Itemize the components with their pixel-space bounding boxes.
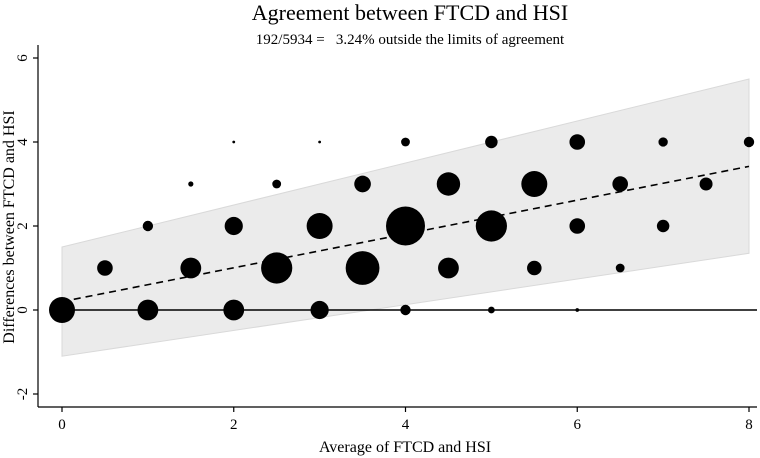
data-point [310,300,329,320]
data-point [658,137,668,147]
y-tick-label: 0 [15,306,31,314]
data-point [401,137,410,147]
data-point [475,210,507,242]
data-point [575,308,580,312]
data-point [318,140,322,144]
data-point [521,171,548,197]
data-point [188,181,194,187]
data-point [527,260,542,276]
data-point [743,136,755,148]
y-tick-label: -2 [15,388,31,401]
data-point [137,299,159,321]
data-point [400,304,411,316]
data-point [180,257,202,279]
y-tick-label: 4 [15,138,31,146]
x-axis-label: Average of FTCD and HSI [319,439,491,456]
data-point [569,218,586,234]
x-tick-label: 6 [574,417,582,433]
data-point [386,206,425,246]
data-point [232,140,236,144]
data-point [354,175,371,193]
y-tick-label: 6 [15,54,31,62]
data-point [261,252,293,284]
data-point [487,306,495,314]
data-point [97,260,113,276]
chart-subtitle: 192/5934 = 3.24% outside the limits of a… [256,32,565,48]
data-point [615,263,625,273]
data-point [656,219,670,233]
x-tick-label: 4 [402,417,410,433]
data-point [142,220,154,232]
data-point [306,213,333,239]
data-point [699,177,713,191]
chart-title: Agreement between FTCD and HSI [252,0,568,25]
x-tick-label: 0 [58,417,66,433]
data-point [272,179,282,189]
y-tick-label: 2 [15,222,31,230]
y-axis-label: Differences between FTCD and HSI [1,110,18,343]
data-point [345,251,380,285]
data-point [436,172,461,196]
data-point [438,257,459,279]
x-tick-label: 2 [230,417,238,433]
data-point [223,299,245,321]
data-point [612,176,628,192]
data-point [569,134,586,150]
data-point [224,216,243,236]
x-tick-label: 8 [745,417,753,433]
data-point [485,135,498,149]
data-point [49,297,75,323]
